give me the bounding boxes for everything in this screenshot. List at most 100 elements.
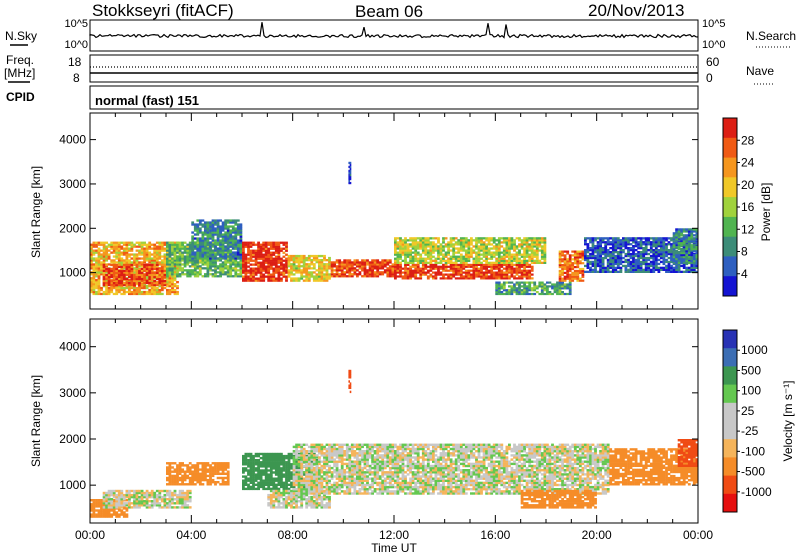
- heatmap-cell: [242, 243, 245, 246]
- heatmap-cell: [477, 261, 481, 264]
- heatmap-cell: [234, 257, 238, 260]
- heatmap-cell: [406, 249, 410, 252]
- heatmap-cell: [122, 249, 126, 252]
- heatmap-cell: [226, 249, 230, 252]
- heatmap-cell: [419, 243, 423, 246]
- heatmap-cell: [193, 273, 197, 276]
- heatmap-cell: [117, 506, 121, 509]
- heatmap-cell: [416, 277, 420, 280]
- heatmap-cell: [92, 273, 96, 276]
- heatmap-cell: [328, 265, 331, 268]
- heatmap-cell: [680, 234, 684, 237]
- heatmap-cell: [105, 247, 108, 250]
- heatmap-cell: [285, 267, 288, 270]
- heatmap-cell: [112, 265, 116, 269]
- heatmap-cell: [166, 506, 169, 509]
- heatmap-cell: [629, 243, 633, 246]
- heatmap-cell: [530, 292, 534, 296]
- heatmap-cell: [285, 253, 288, 256]
- heatmap-cell: [117, 509, 121, 512]
- heatmap-cell: [125, 247, 129, 250]
- heatmap-cell: [262, 255, 266, 258]
- heatmap-cell: [551, 287, 554, 290]
- heatmap-cell: [138, 502, 141, 505]
- heatmap-cell: [528, 249, 532, 252]
- heatmap-cell: [148, 257, 152, 260]
- heatmap-cell: [269, 253, 273, 256]
- heatmap-cell: [257, 245, 260, 248]
- heatmap-cell: [193, 251, 197, 254]
- heatmap-cell: [404, 259, 407, 262]
- heatmap-cell: [586, 264, 590, 268]
- heatmap-cell: [285, 241, 288, 244]
- heatmap-cell: [619, 239, 623, 242]
- heatmap-cell: [528, 273, 532, 276]
- heatmap-cell: [619, 262, 623, 266]
- heatmap-cell: [153, 273, 157, 277]
- heatmap-cell: [226, 243, 230, 246]
- heatmap-cell: [183, 251, 187, 254]
- heatmap-cell: [530, 245, 534, 248]
- heatmap-cell: [115, 269, 119, 273]
- heatmap-cell: [133, 288, 136, 292]
- heatmap-cell: [171, 265, 174, 268]
- heatmap-cell: [193, 259, 197, 262]
- heatmap-cell: [394, 273, 397, 276]
- heatmap-cell: [523, 285, 526, 288]
- heatmap-cell: [125, 504, 129, 507]
- heatmap-cell: [143, 257, 146, 260]
- heatmap-cell: [396, 241, 400, 244]
- heatmap-cell: [616, 251, 620, 254]
- heatmap-cell: [269, 279, 273, 282]
- heatmap-cell: [312, 256, 316, 260]
- heatmap-cell: [140, 290, 144, 294]
- heatmap-cell: [226, 275, 230, 278]
- heatmap-cell: [105, 241, 108, 244]
- heatmap-cell: [477, 245, 481, 248]
- heatmap-cell: [677, 230, 681, 233]
- heatmap-cell: [90, 288, 93, 292]
- heatmap-cell: [163, 269, 167, 273]
- heatmap-cell: [145, 251, 149, 254]
- heatmap-cell: [619, 254, 623, 258]
- heatmap-cell: [606, 237, 610, 240]
- heatmap-cell: [675, 261, 678, 265]
- heatmap-cell: [117, 261, 121, 264]
- heatmap-cell: [629, 270, 633, 273]
- heatmap-cell: [234, 251, 238, 254]
- heatmap-cell: [518, 271, 521, 274]
- heatmap-cell: [426, 275, 430, 278]
- heatmap-cell: [122, 283, 126, 287]
- heatmap-cell: [138, 290, 141, 294]
- heatmap-cell: [105, 257, 108, 260]
- heatmap-cell: [221, 255, 225, 258]
- heatmap-cell: [117, 515, 121, 518]
- heatmap-cell: [345, 259, 349, 262]
- heatmap-cell: [508, 237, 511, 240]
- colorbar-tick-label: 28: [741, 133, 755, 147]
- heatmap-cell: [280, 279, 283, 282]
- heatmap-cell: [193, 265, 197, 268]
- heatmap-cell: [601, 252, 605, 256]
- heatmap-cell: [500, 237, 504, 240]
- heatmap-cell: [690, 234, 694, 237]
- heatmap-cell: [576, 264, 580, 267]
- heatmap-cell: [155, 286, 159, 290]
- heatmap-cell: [439, 243, 443, 246]
- heatmap-cell: [201, 275, 205, 278]
- heatmap-cell: [444, 261, 448, 264]
- heatmap-cell: [206, 221, 210, 224]
- heatmap-cell: [361, 263, 364, 266]
- heatmap-cell: [406, 269, 410, 272]
- heatmap-cell: [257, 269, 260, 272]
- heatmap-cell: [508, 259, 511, 262]
- heatmap-cell: [95, 513, 98, 516]
- heatmap-cell: [173, 261, 177, 264]
- heatmap-cell: [155, 257, 159, 260]
- heatmap-cell: [262, 261, 266, 264]
- heatmap-cell: [520, 289, 524, 292]
- heatmap-cell: [406, 271, 410, 274]
- heatmap-cell: [320, 261, 324, 264]
- heatmap-cell: [632, 270, 635, 273]
- heatmap-cell: [682, 242, 686, 245]
